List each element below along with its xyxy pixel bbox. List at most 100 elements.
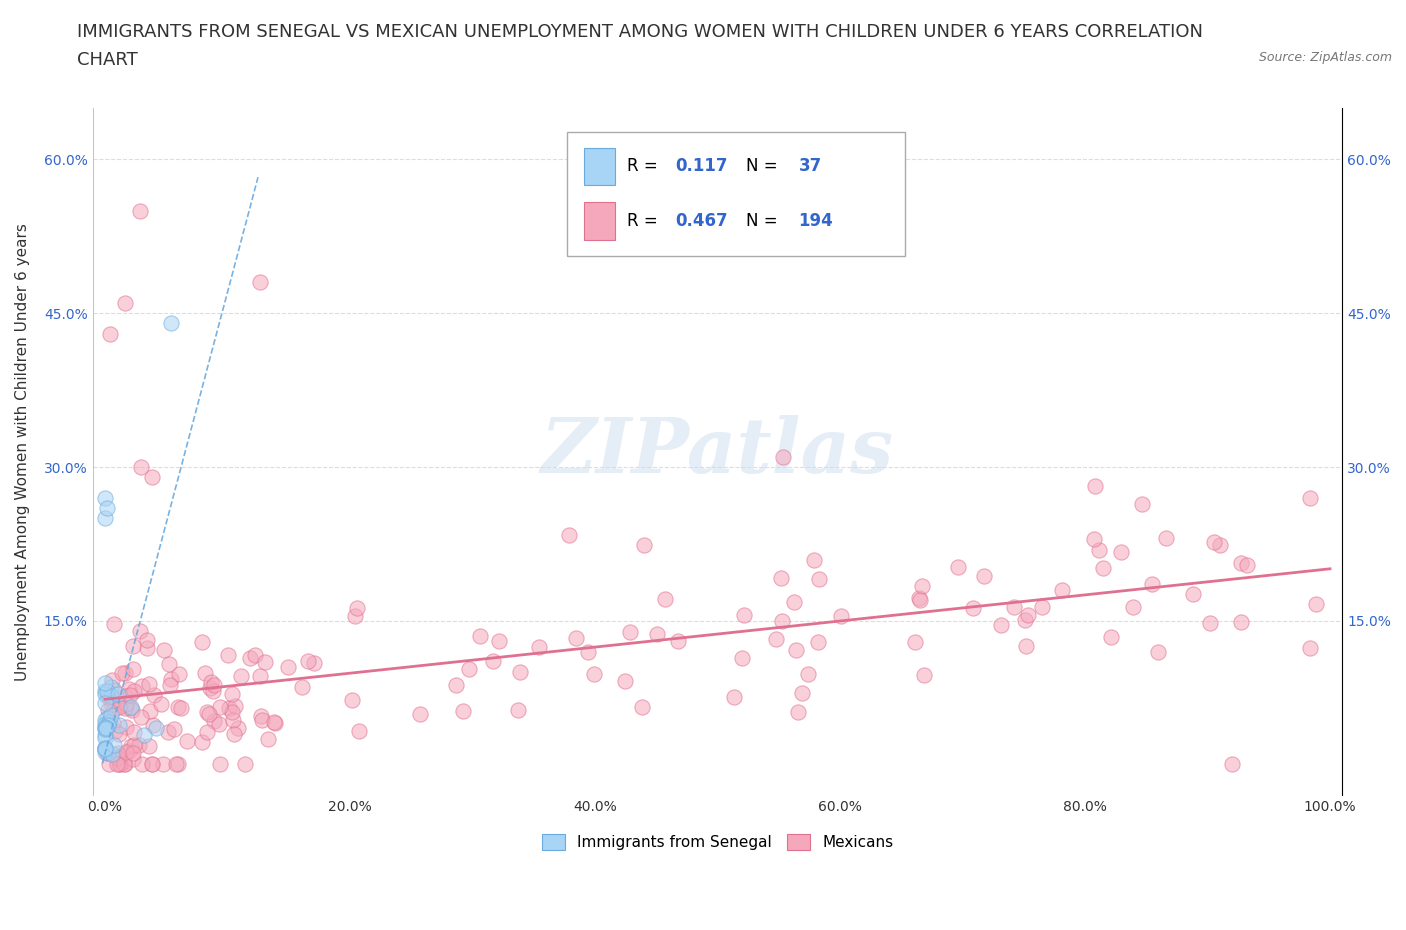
- Point: [138, 677, 160, 692]
- Point: [103, 737, 125, 752]
- Point: [121, 662, 143, 677]
- Point: [488, 633, 510, 648]
- Point: [765, 631, 787, 646]
- Point: [297, 654, 319, 669]
- Text: ZIPatlas: ZIPatlas: [541, 415, 894, 488]
- Point: [141, 757, 163, 772]
- Point: [97, 714, 120, 729]
- Point: [108, 718, 131, 733]
- Point: [115, 744, 138, 759]
- Point: [252, 713, 274, 728]
- Point: [249, 709, 271, 724]
- Point: [114, 665, 136, 680]
- Point: [1202, 535, 1225, 550]
- Point: [94, 742, 117, 757]
- Point: [1305, 597, 1327, 612]
- Point: [114, 688, 136, 703]
- Point: [141, 757, 163, 772]
- Point: [121, 752, 143, 767]
- Point: [1198, 616, 1220, 631]
- Point: [344, 608, 367, 623]
- Point: [1014, 613, 1036, 628]
- FancyBboxPatch shape: [568, 132, 905, 256]
- Text: 194: 194: [799, 212, 834, 231]
- Point: [224, 698, 246, 713]
- Point: [135, 641, 157, 656]
- Point: [912, 668, 935, 683]
- Point: [346, 601, 368, 616]
- Point: [209, 757, 232, 772]
- Point: [96, 500, 118, 515]
- Point: [122, 745, 145, 760]
- Point: [654, 591, 676, 606]
- Point: [200, 674, 222, 689]
- Point: [114, 296, 136, 311]
- Point: [201, 684, 224, 698]
- Point: [96, 746, 118, 761]
- Point: [110, 698, 132, 712]
- Point: [786, 704, 808, 719]
- Point: [904, 634, 927, 649]
- Point: [224, 726, 246, 741]
- Point: [120, 687, 142, 702]
- Point: [451, 703, 474, 718]
- Point: [101, 746, 124, 761]
- Point: [131, 757, 153, 772]
- Point: [264, 716, 287, 731]
- Point: [121, 638, 143, 653]
- Point: [97, 717, 120, 732]
- Point: [470, 628, 492, 643]
- Point: [772, 449, 794, 464]
- Point: [208, 716, 231, 731]
- Point: [156, 724, 179, 739]
- Point: [733, 607, 755, 622]
- Point: [990, 618, 1012, 632]
- Point: [163, 722, 186, 737]
- Point: [630, 699, 652, 714]
- Point: [1015, 639, 1038, 654]
- Point: [131, 678, 153, 693]
- Point: [94, 490, 117, 505]
- Text: R =: R =: [627, 212, 664, 231]
- Point: [107, 726, 129, 741]
- Point: [94, 741, 117, 756]
- Point: [120, 699, 142, 714]
- Point: [100, 680, 122, 695]
- Point: [96, 720, 118, 735]
- Point: [128, 203, 150, 218]
- Point: [167, 699, 190, 714]
- Point: [1084, 479, 1107, 494]
- Point: [782, 594, 804, 609]
- Point: [129, 710, 152, 724]
- Point: [666, 633, 689, 648]
- Point: [1299, 641, 1322, 656]
- Text: 0.117: 0.117: [675, 157, 727, 176]
- Text: 0.467: 0.467: [675, 212, 727, 231]
- Point: [103, 701, 125, 716]
- Point: [195, 724, 218, 739]
- Y-axis label: Unemployment Among Women with Children Under 6 years: Unemployment Among Women with Children U…: [15, 222, 30, 681]
- Point: [218, 700, 240, 715]
- Point: [409, 707, 432, 722]
- Bar: [583, 148, 614, 185]
- Bar: [583, 203, 614, 240]
- Point: [114, 757, 136, 772]
- Point: [263, 715, 285, 730]
- Point: [198, 681, 221, 696]
- Point: [1230, 614, 1253, 629]
- Point: [973, 568, 995, 583]
- Point: [108, 749, 131, 764]
- Point: [121, 703, 143, 718]
- Point: [96, 684, 118, 698]
- Point: [94, 730, 117, 745]
- Point: [94, 696, 117, 711]
- Point: [94, 720, 117, 735]
- Point: [165, 757, 187, 772]
- Point: [132, 727, 155, 742]
- Point: [98, 757, 121, 772]
- Text: R =: R =: [627, 157, 664, 176]
- Point: [195, 705, 218, 720]
- Point: [118, 701, 141, 716]
- Point: [1220, 757, 1243, 772]
- Text: CHART: CHART: [77, 51, 138, 69]
